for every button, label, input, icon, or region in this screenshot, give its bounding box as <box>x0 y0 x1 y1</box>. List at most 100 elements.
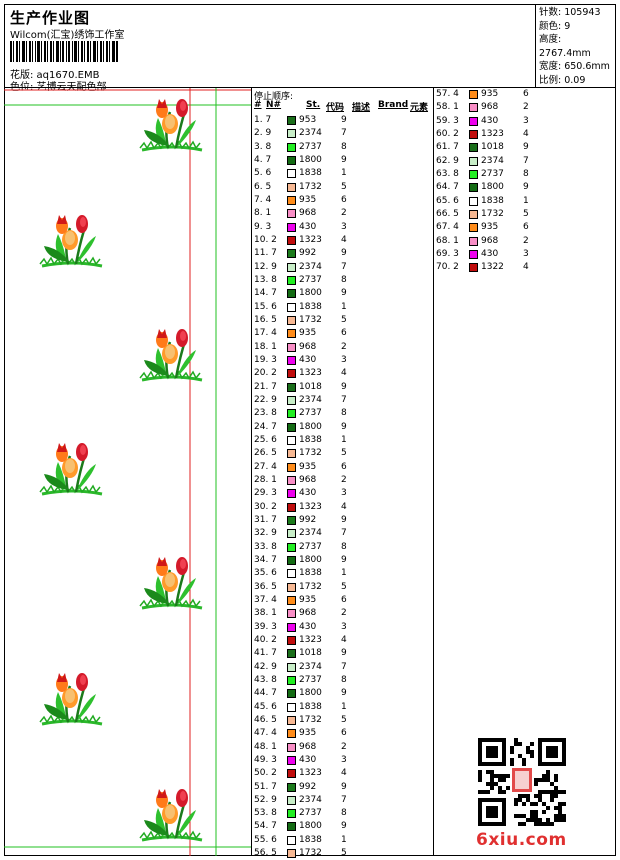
thread-code: 1323 <box>299 234 322 245</box>
table-row: 23. 8 2737 8 <box>252 407 432 420</box>
stat-height: 高度: 2767.4mm <box>539 34 591 59</box>
row-number: 10. 2 <box>254 234 277 245</box>
stop-index: 7 <box>341 394 347 405</box>
color-swatch <box>287 609 296 619</box>
table-row: 66. 5 1732 5 <box>434 208 614 221</box>
thread-code: 992 <box>299 514 317 525</box>
stop-index: 4 <box>341 368 347 379</box>
stop-index: 9 <box>523 182 529 193</box>
stop-index: 4 <box>341 634 347 645</box>
color-swatch <box>469 236 478 246</box>
stop-index: 4 <box>523 128 529 139</box>
row-number: 8. 1 <box>254 208 272 219</box>
thread-code: 1838 <box>481 195 504 206</box>
row-number: 53. 8 <box>254 808 277 819</box>
stop-index: 9 <box>341 154 347 165</box>
row-number: 25. 6 <box>254 434 277 445</box>
row-number: 39. 3 <box>254 621 277 632</box>
row-number: 49. 3 <box>254 754 277 765</box>
color-swatch <box>287 395 296 405</box>
stop-index: 7 <box>341 661 347 672</box>
thread-code: 1800 <box>299 821 322 832</box>
table-row: 56. 5 1732 5 <box>252 847 432 860</box>
color-swatch <box>287 116 296 125</box>
stop-index: 2 <box>341 741 347 752</box>
row-number: 64. 7 <box>436 182 459 193</box>
thread-code: 935 <box>299 728 317 739</box>
stop-index: 9 <box>341 381 347 392</box>
stop-index: 9 <box>341 514 347 525</box>
row-number: 57. 4 <box>436 89 459 99</box>
color-swatch <box>287 195 296 205</box>
stat-width: 宽度: 650.6mm <box>539 61 610 72</box>
stop-index: 1 <box>341 434 347 445</box>
stop-index: 1 <box>341 168 347 179</box>
thread-code: 1732 <box>299 314 322 325</box>
stop-index: 5 <box>341 181 347 192</box>
row-number: 9. 3 <box>254 221 272 232</box>
table-row: 4. 7 1800 9 <box>252 154 432 167</box>
col-code: 代码 <box>326 103 345 113</box>
row-number: 59. 3 <box>436 115 459 126</box>
thread-code: 1800 <box>299 554 322 565</box>
stop-index: 6 <box>523 89 529 99</box>
stop-index: 2 <box>341 341 347 352</box>
color-swatch <box>287 502 296 512</box>
color-swatch <box>287 622 296 632</box>
color-swatch <box>287 529 296 539</box>
color-swatch <box>287 235 296 245</box>
thread-code: 968 <box>299 474 317 485</box>
thread-code: 1018 <box>299 381 322 392</box>
page-frame <box>4 4 616 856</box>
row-number: 2. 9 <box>254 128 272 139</box>
table-row: 36. 5 1732 5 <box>252 581 432 594</box>
thread-code: 2737 <box>299 808 322 819</box>
thread-code: 992 <box>299 781 317 792</box>
color-swatch <box>287 209 296 219</box>
row-number: 19. 3 <box>254 354 277 365</box>
color-swatch <box>287 182 296 192</box>
row-number: 54. 7 <box>254 821 277 832</box>
stop-index: 3 <box>341 488 347 499</box>
thread-code: 935 <box>481 89 499 99</box>
pattern-file: 花版: aq1670.EMB <box>10 70 100 81</box>
stop-index: 1 <box>341 568 347 579</box>
thread-code: 1838 <box>299 701 322 712</box>
table-row: 63. 8 2737 8 <box>434 168 614 181</box>
thread-code: 1732 <box>299 714 322 725</box>
thread-code: 1838 <box>299 834 322 845</box>
stop-index: 3 <box>523 115 529 126</box>
thread-code: 935 <box>299 194 317 205</box>
color-swatch <box>287 289 296 299</box>
table-row: 64. 7 1800 9 <box>434 181 614 194</box>
color-swatch <box>287 155 296 165</box>
table-row: 3. 8 2737 8 <box>252 141 432 154</box>
qr-code <box>478 738 566 826</box>
stat-scale: 比例: 0.09 <box>539 74 586 86</box>
stop-index: 2 <box>341 474 347 485</box>
thread-code: 992 <box>299 248 317 259</box>
stop-index: 6 <box>523 222 529 233</box>
color-swatch <box>287 315 296 325</box>
table-row: 11. 7 992 9 <box>252 247 432 260</box>
stop-index: 9 <box>341 288 347 299</box>
stop-index: 8 <box>523 168 529 179</box>
row-number: 33. 8 <box>254 541 277 552</box>
table-row: 40. 2 1323 4 <box>252 634 432 647</box>
thread-code: 2374 <box>299 128 322 139</box>
color-swatch <box>469 169 478 179</box>
color-swatch <box>287 449 296 459</box>
thread-code: 2374 <box>299 528 322 539</box>
color-swatch <box>287 782 296 792</box>
row-number: 42. 9 <box>254 661 277 672</box>
thread-code: 1323 <box>299 768 322 779</box>
thread-code: 430 <box>299 621 317 632</box>
color-swatch <box>469 156 478 166</box>
col-stop: St. <box>306 100 321 110</box>
thread-code: 1838 <box>299 568 322 579</box>
color-swatch <box>287 675 296 685</box>
color-swatch <box>287 382 296 392</box>
table-row: 9. 3 430 3 <box>252 221 432 234</box>
thread-code: 430 <box>481 248 499 259</box>
table-row: 49. 3 430 3 <box>252 754 432 767</box>
